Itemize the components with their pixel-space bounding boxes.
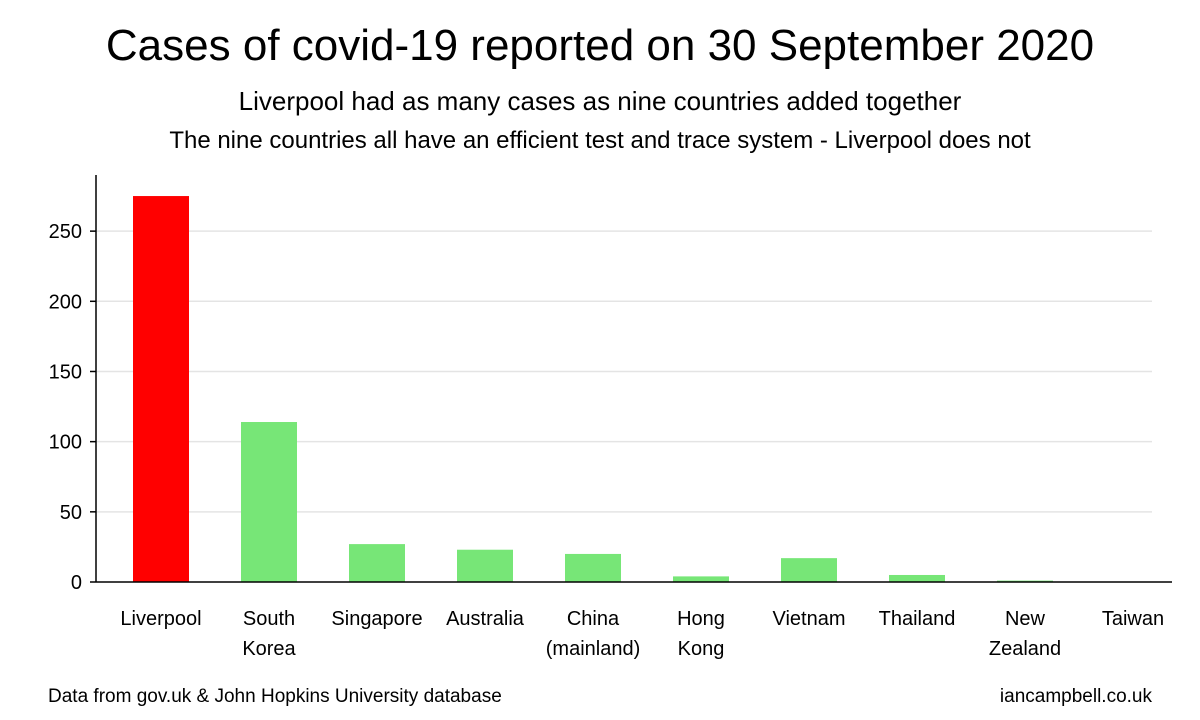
chart-title: Cases of covid-19 reported on 30 Septemb…	[105, 21, 1095, 70]
chart-subtitle-primary: Liverpool had as many cases as nine coun…	[238, 86, 962, 116]
bar	[349, 544, 405, 582]
x-category-label: Singapore	[331, 608, 422, 630]
bar	[889, 574, 945, 582]
x-category-label: South Korea	[242, 608, 296, 660]
y-tick-label: 150	[49, 361, 82, 383]
x-category-label: Hong Kong	[677, 608, 725, 660]
chart-subtitle-secondary: The nine countries all have an efficient…	[169, 127, 1031, 154]
x-category-label: Liverpool	[120, 608, 201, 630]
y-tick-label: 250	[49, 221, 82, 243]
bar	[781, 558, 837, 582]
y-tick-label: 0	[71, 572, 82, 594]
data-source-note: Data from gov.uk & John Hopkins Universi…	[48, 686, 502, 707]
bar	[133, 196, 189, 582]
x-category-label: Thailand	[879, 608, 956, 630]
x-category-label: Taiwan	[1102, 608, 1164, 630]
bar	[241, 422, 297, 582]
bar	[673, 576, 729, 582]
bar	[565, 553, 621, 582]
y-tick-label: 200	[49, 291, 82, 313]
y-tick-label: 50	[60, 502, 82, 524]
x-category-label: China (mainland)	[546, 608, 640, 660]
x-category-label: New Zealand	[989, 608, 1061, 660]
y-tick-label: 100	[49, 432, 82, 454]
x-category-label: Vietnam	[772, 608, 845, 630]
bar	[457, 549, 513, 582]
site-credit: iancampbell.co.uk	[999, 686, 1152, 707]
x-category-label: Australia	[446, 608, 525, 630]
